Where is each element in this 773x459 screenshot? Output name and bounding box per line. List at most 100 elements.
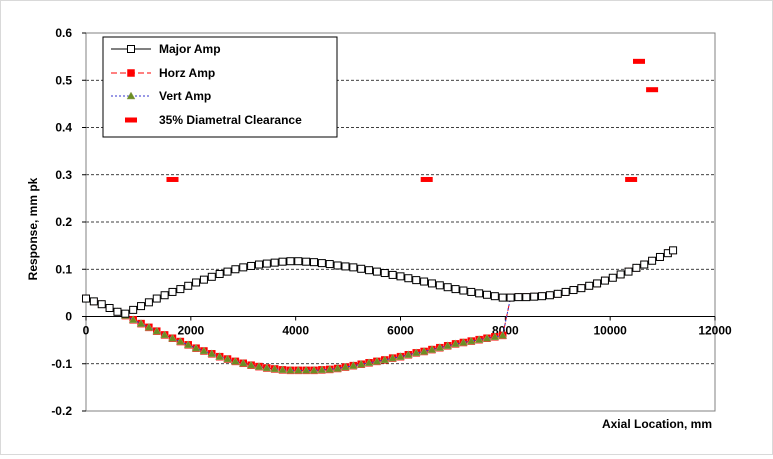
point-major-amp bbox=[333, 261, 342, 270]
point-major-amp bbox=[404, 274, 413, 283]
legend-marker-vert-amp bbox=[126, 91, 136, 100]
point-major-amp bbox=[254, 260, 263, 269]
point-major-amp bbox=[262, 259, 271, 268]
point-vert-amp bbox=[372, 356, 382, 365]
x-tick-label: 4000 bbox=[282, 324, 309, 338]
point-major-amp bbox=[192, 278, 201, 287]
point-major-amp bbox=[435, 281, 444, 290]
x-tick-label: 2000 bbox=[177, 324, 204, 338]
point-vert-amp bbox=[490, 332, 500, 341]
point-major-amp bbox=[207, 272, 216, 281]
point-vert-amp bbox=[175, 337, 185, 345]
point-major-amp bbox=[655, 252, 664, 261]
series-layer bbox=[81, 58, 678, 375]
point-major-amp bbox=[278, 257, 287, 266]
point-major-amp bbox=[669, 246, 678, 255]
point-major-amp bbox=[648, 256, 657, 265]
point-major-amp bbox=[459, 286, 468, 295]
point-major-amp bbox=[616, 270, 625, 279]
point-vert-amp bbox=[191, 343, 201, 352]
point-vert-amp bbox=[128, 315, 138, 324]
point-major-amp bbox=[412, 276, 421, 285]
point-major-amp bbox=[530, 292, 539, 301]
point-major-amp bbox=[420, 277, 429, 286]
point-major-amp bbox=[427, 279, 436, 288]
point-major-amp bbox=[152, 294, 161, 303]
point-vert-amp bbox=[482, 333, 492, 342]
y-axis-label: Response, mm pk bbox=[26, 177, 40, 280]
point-major-amp bbox=[514, 293, 523, 302]
point-diametral-clearance bbox=[632, 58, 645, 64]
point-major-amp bbox=[325, 260, 334, 269]
point-major-amp bbox=[184, 281, 193, 290]
point-major-amp bbox=[561, 287, 570, 296]
point-major-amp bbox=[443, 283, 452, 292]
point-vert-amp bbox=[388, 353, 398, 362]
point-major-amp bbox=[593, 279, 602, 288]
x-axis-ticks: 0 2000 4000 6000 8000 10000 12000 bbox=[83, 316, 732, 338]
point-diametral-clearance bbox=[646, 87, 659, 93]
point-vert-amp bbox=[230, 356, 240, 365]
point-major-amp bbox=[231, 265, 240, 274]
legend-label-horz-amp: Horz Amp bbox=[159, 66, 215, 80]
point-major-amp bbox=[341, 262, 350, 271]
point-major-amp bbox=[467, 287, 476, 296]
point-major-amp bbox=[475, 289, 484, 298]
point-major-amp bbox=[600, 276, 609, 285]
point-vert-amp bbox=[411, 348, 421, 357]
point-major-amp bbox=[129, 305, 138, 314]
point-vert-amp bbox=[396, 352, 405, 360]
legend-marker-diametral-clearance bbox=[125, 117, 137, 123]
y-tick-label: 0.2 bbox=[55, 215, 72, 229]
point-major-amp bbox=[577, 284, 586, 293]
point-vert-amp bbox=[144, 322, 154, 331]
point-major-amp bbox=[105, 303, 114, 312]
point-vert-amp bbox=[451, 339, 460, 348]
point-major-amp bbox=[608, 273, 617, 282]
point-vert-amp bbox=[168, 333, 177, 342]
point-vert-amp bbox=[309, 365, 319, 374]
point-major-amp bbox=[286, 257, 295, 266]
point-vert-amp bbox=[325, 364, 335, 373]
x-tick-label: 6000 bbox=[387, 324, 414, 338]
point-major-amp bbox=[380, 269, 389, 278]
point-major-amp bbox=[82, 294, 90, 303]
legend-label-vert-amp: Vert Amp bbox=[159, 89, 211, 103]
point-vert-amp bbox=[262, 363, 272, 372]
point-major-amp bbox=[302, 257, 311, 266]
legend: Major Amp Horz Amp Vert Amp 35% Diametra… bbox=[102, 36, 338, 138]
point-major-amp bbox=[482, 290, 491, 299]
point-major-amp bbox=[294, 257, 303, 266]
point-major-amp bbox=[199, 275, 208, 284]
point-vert-amp bbox=[207, 349, 217, 358]
series-diametral-clearance bbox=[166, 58, 659, 182]
point-major-amp bbox=[632, 263, 641, 272]
point-major-amp bbox=[121, 309, 130, 318]
point-vert-amp bbox=[270, 364, 280, 373]
legend-marker-horz-amp bbox=[127, 69, 135, 77]
x-tick-label: 10000 bbox=[593, 324, 627, 338]
point-vert-amp bbox=[223, 354, 232, 363]
x-tick-label: 0 bbox=[83, 324, 90, 338]
point-vert-amp bbox=[215, 352, 225, 360]
point-vert-amp bbox=[403, 350, 413, 359]
point-vert-amp bbox=[136, 319, 146, 327]
y-tick-label: 0.5 bbox=[55, 73, 72, 87]
point-major-amp bbox=[113, 307, 122, 316]
point-major-amp bbox=[553, 289, 562, 298]
point-vert-amp bbox=[333, 363, 343, 372]
point-vert-amp bbox=[498, 330, 508, 339]
point-vert-amp bbox=[435, 343, 445, 351]
point-vert-amp bbox=[160, 330, 170, 339]
y-axis-ticks: -0.2 -0.1 0 0.1 0.2 0.3 0.4 0.5 0.6 bbox=[51, 26, 86, 418]
point-major-amp bbox=[388, 270, 397, 279]
point-vert-amp bbox=[443, 341, 453, 350]
point-major-amp bbox=[176, 285, 185, 294]
point-vert-amp bbox=[152, 326, 162, 335]
point-vert-amp bbox=[348, 361, 358, 369]
point-major-amp bbox=[451, 285, 460, 294]
point-major-amp bbox=[372, 267, 381, 276]
point-vert-amp bbox=[278, 365, 287, 374]
series-major-amp bbox=[82, 246, 678, 318]
